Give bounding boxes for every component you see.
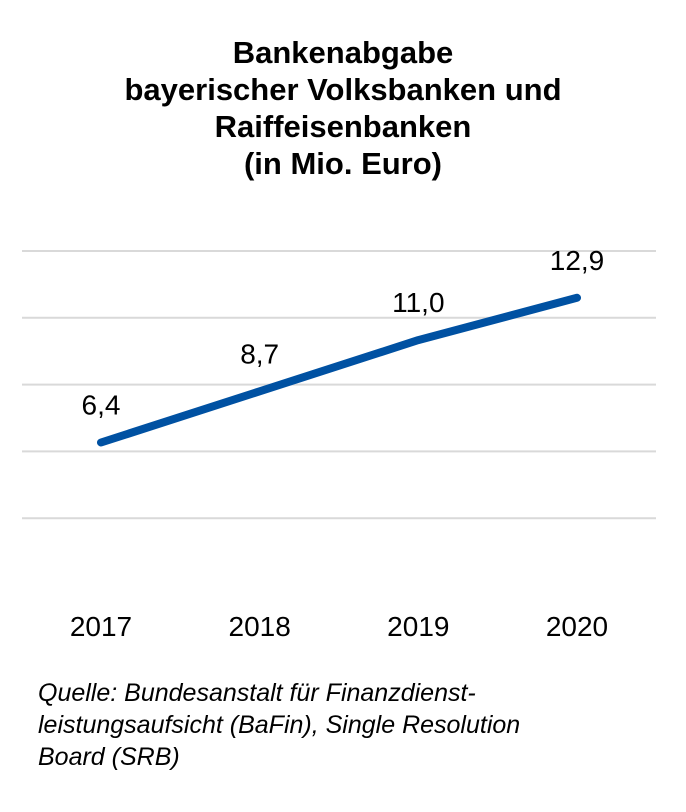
data-label: 12,9 bbox=[550, 245, 605, 276]
source-line: leistungsaufsicht (BaFin), Single Resolu… bbox=[38, 711, 521, 739]
source-note: Quelle: Bundesanstalt für Finanzdienst- … bbox=[38, 677, 658, 773]
source-line: Board (SRB) bbox=[38, 743, 180, 771]
x-tick-label: 2017 bbox=[70, 611, 132, 642]
data-label: 11,0 bbox=[392, 287, 444, 318]
x-tick-label: 2019 bbox=[387, 611, 449, 642]
chart-title-line: Bankenabgabe bbox=[232, 35, 454, 70]
data-label: 6,4 bbox=[82, 389, 121, 420]
data-label: 8,7 bbox=[240, 338, 279, 369]
chart-title: Bankenabgabe bayerischer Volksbanken und… bbox=[0, 34, 686, 182]
x-tick-label: 2018 bbox=[229, 611, 291, 642]
chart-title-line: (in Mio. Euro) bbox=[243, 146, 443, 181]
chart-title-line: bayerischer Volksbanken und bbox=[124, 72, 562, 107]
chart-title-line: Raiffeisenbanken bbox=[214, 109, 472, 144]
series-line bbox=[97, 293, 581, 447]
line-chart: 6,4 8,7 11,0 12,9 2017 2018 2019 2020 bbox=[22, 245, 656, 642]
gridlines bbox=[22, 250, 656, 520]
x-tick-label: 2020 bbox=[546, 611, 608, 642]
data-labels: 6,4 8,7 11,0 12,9 bbox=[82, 245, 605, 421]
source-line: Quelle: Bundesanstalt für Finanzdienst- bbox=[38, 679, 476, 707]
x-axis-tick-labels: 2017 2018 2019 2020 bbox=[70, 611, 608, 642]
